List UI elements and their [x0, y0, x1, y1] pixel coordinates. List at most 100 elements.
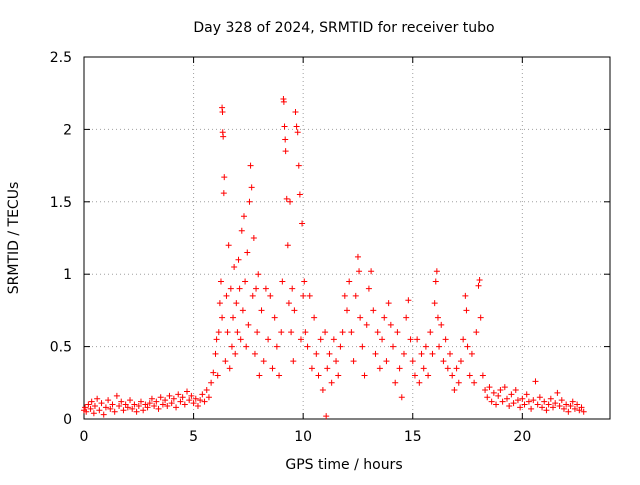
data-point — [365, 285, 372, 292]
data-point — [376, 365, 383, 372]
data-point — [102, 404, 109, 411]
data-point — [131, 401, 138, 408]
data-point — [339, 329, 346, 336]
data-point — [177, 398, 184, 405]
data-point — [164, 402, 171, 409]
data-point — [471, 379, 478, 386]
data-point — [116, 402, 123, 409]
data-point — [224, 329, 231, 336]
data-points — [81, 95, 587, 420]
data-point — [83, 408, 90, 415]
data-point — [569, 398, 576, 405]
data-point — [322, 329, 329, 336]
data-point — [225, 242, 232, 249]
data-point — [203, 387, 210, 394]
data-point — [287, 198, 294, 205]
data-point — [96, 407, 103, 414]
data-point — [284, 242, 291, 249]
data-point — [194, 402, 201, 409]
data-point — [466, 372, 473, 379]
data-point — [273, 343, 280, 350]
x-tick-label: 10 — [294, 429, 312, 445]
data-point — [148, 395, 155, 402]
data-point — [129, 405, 136, 412]
data-point — [184, 388, 191, 395]
data-point — [416, 379, 423, 386]
y-tick-label: 0.5 — [50, 340, 72, 356]
data-point — [463, 307, 470, 314]
data-point — [532, 378, 539, 385]
data-point — [449, 372, 456, 379]
data-point — [157, 394, 164, 401]
data-point — [214, 372, 221, 379]
data-point — [296, 191, 303, 198]
data-point — [379, 336, 386, 343]
data-point — [440, 358, 447, 365]
data-point — [381, 314, 388, 321]
data-point — [541, 398, 548, 405]
data-point — [460, 336, 467, 343]
data-point — [436, 343, 443, 350]
data-point — [153, 398, 160, 405]
data-point — [140, 407, 147, 414]
data-point — [244, 249, 251, 256]
data-point — [220, 133, 227, 140]
data-point — [357, 314, 364, 321]
data-point — [323, 413, 330, 420]
data-point — [409, 358, 416, 365]
data-point — [370, 307, 377, 314]
data-point — [354, 253, 361, 260]
data-point — [144, 404, 151, 411]
data-point — [299, 220, 306, 227]
data-point — [539, 404, 546, 411]
data-point — [368, 268, 375, 275]
data-point — [276, 372, 283, 379]
data-point — [510, 400, 517, 407]
x-tick-label: 20 — [513, 429, 531, 445]
data-point — [319, 387, 326, 394]
data-point — [173, 404, 180, 411]
data-point — [94, 395, 101, 402]
data-point — [260, 358, 267, 365]
data-point — [245, 321, 252, 328]
data-point — [501, 384, 508, 391]
data-point — [228, 343, 235, 350]
data-point — [254, 329, 261, 336]
data-point — [293, 123, 300, 130]
data-point — [188, 392, 195, 399]
data-point — [294, 129, 301, 136]
data-point — [213, 336, 220, 343]
data-point — [311, 314, 318, 321]
data-point — [346, 278, 353, 285]
data-point — [530, 397, 537, 404]
data-point — [278, 329, 285, 336]
data-point — [113, 392, 120, 399]
data-point — [385, 300, 392, 307]
data-point — [118, 398, 125, 405]
data-point — [506, 402, 513, 409]
y-axis-label: SRMTID / TECUs — [6, 182, 22, 295]
y-tick-label: 2.5 — [50, 50, 72, 66]
data-point — [525, 398, 532, 405]
data-point — [107, 405, 114, 412]
data-point — [335, 372, 342, 379]
data-point — [556, 402, 563, 409]
data-point — [179, 394, 186, 401]
data-point — [162, 397, 169, 404]
data-point — [427, 329, 434, 336]
data-point — [262, 285, 269, 292]
data-point — [503, 395, 510, 402]
data-point — [434, 314, 441, 321]
data-point — [457, 358, 464, 365]
x-tick-label: 5 — [189, 429, 198, 445]
y-tick-label: 1.5 — [50, 195, 72, 211]
data-point — [521, 401, 528, 408]
data-point — [308, 365, 315, 372]
data-point — [476, 276, 483, 283]
data-point — [304, 343, 311, 350]
data-point — [306, 292, 313, 299]
data-point — [215, 329, 222, 336]
data-point — [488, 398, 495, 405]
data-point — [105, 397, 112, 404]
data-point — [333, 358, 340, 365]
